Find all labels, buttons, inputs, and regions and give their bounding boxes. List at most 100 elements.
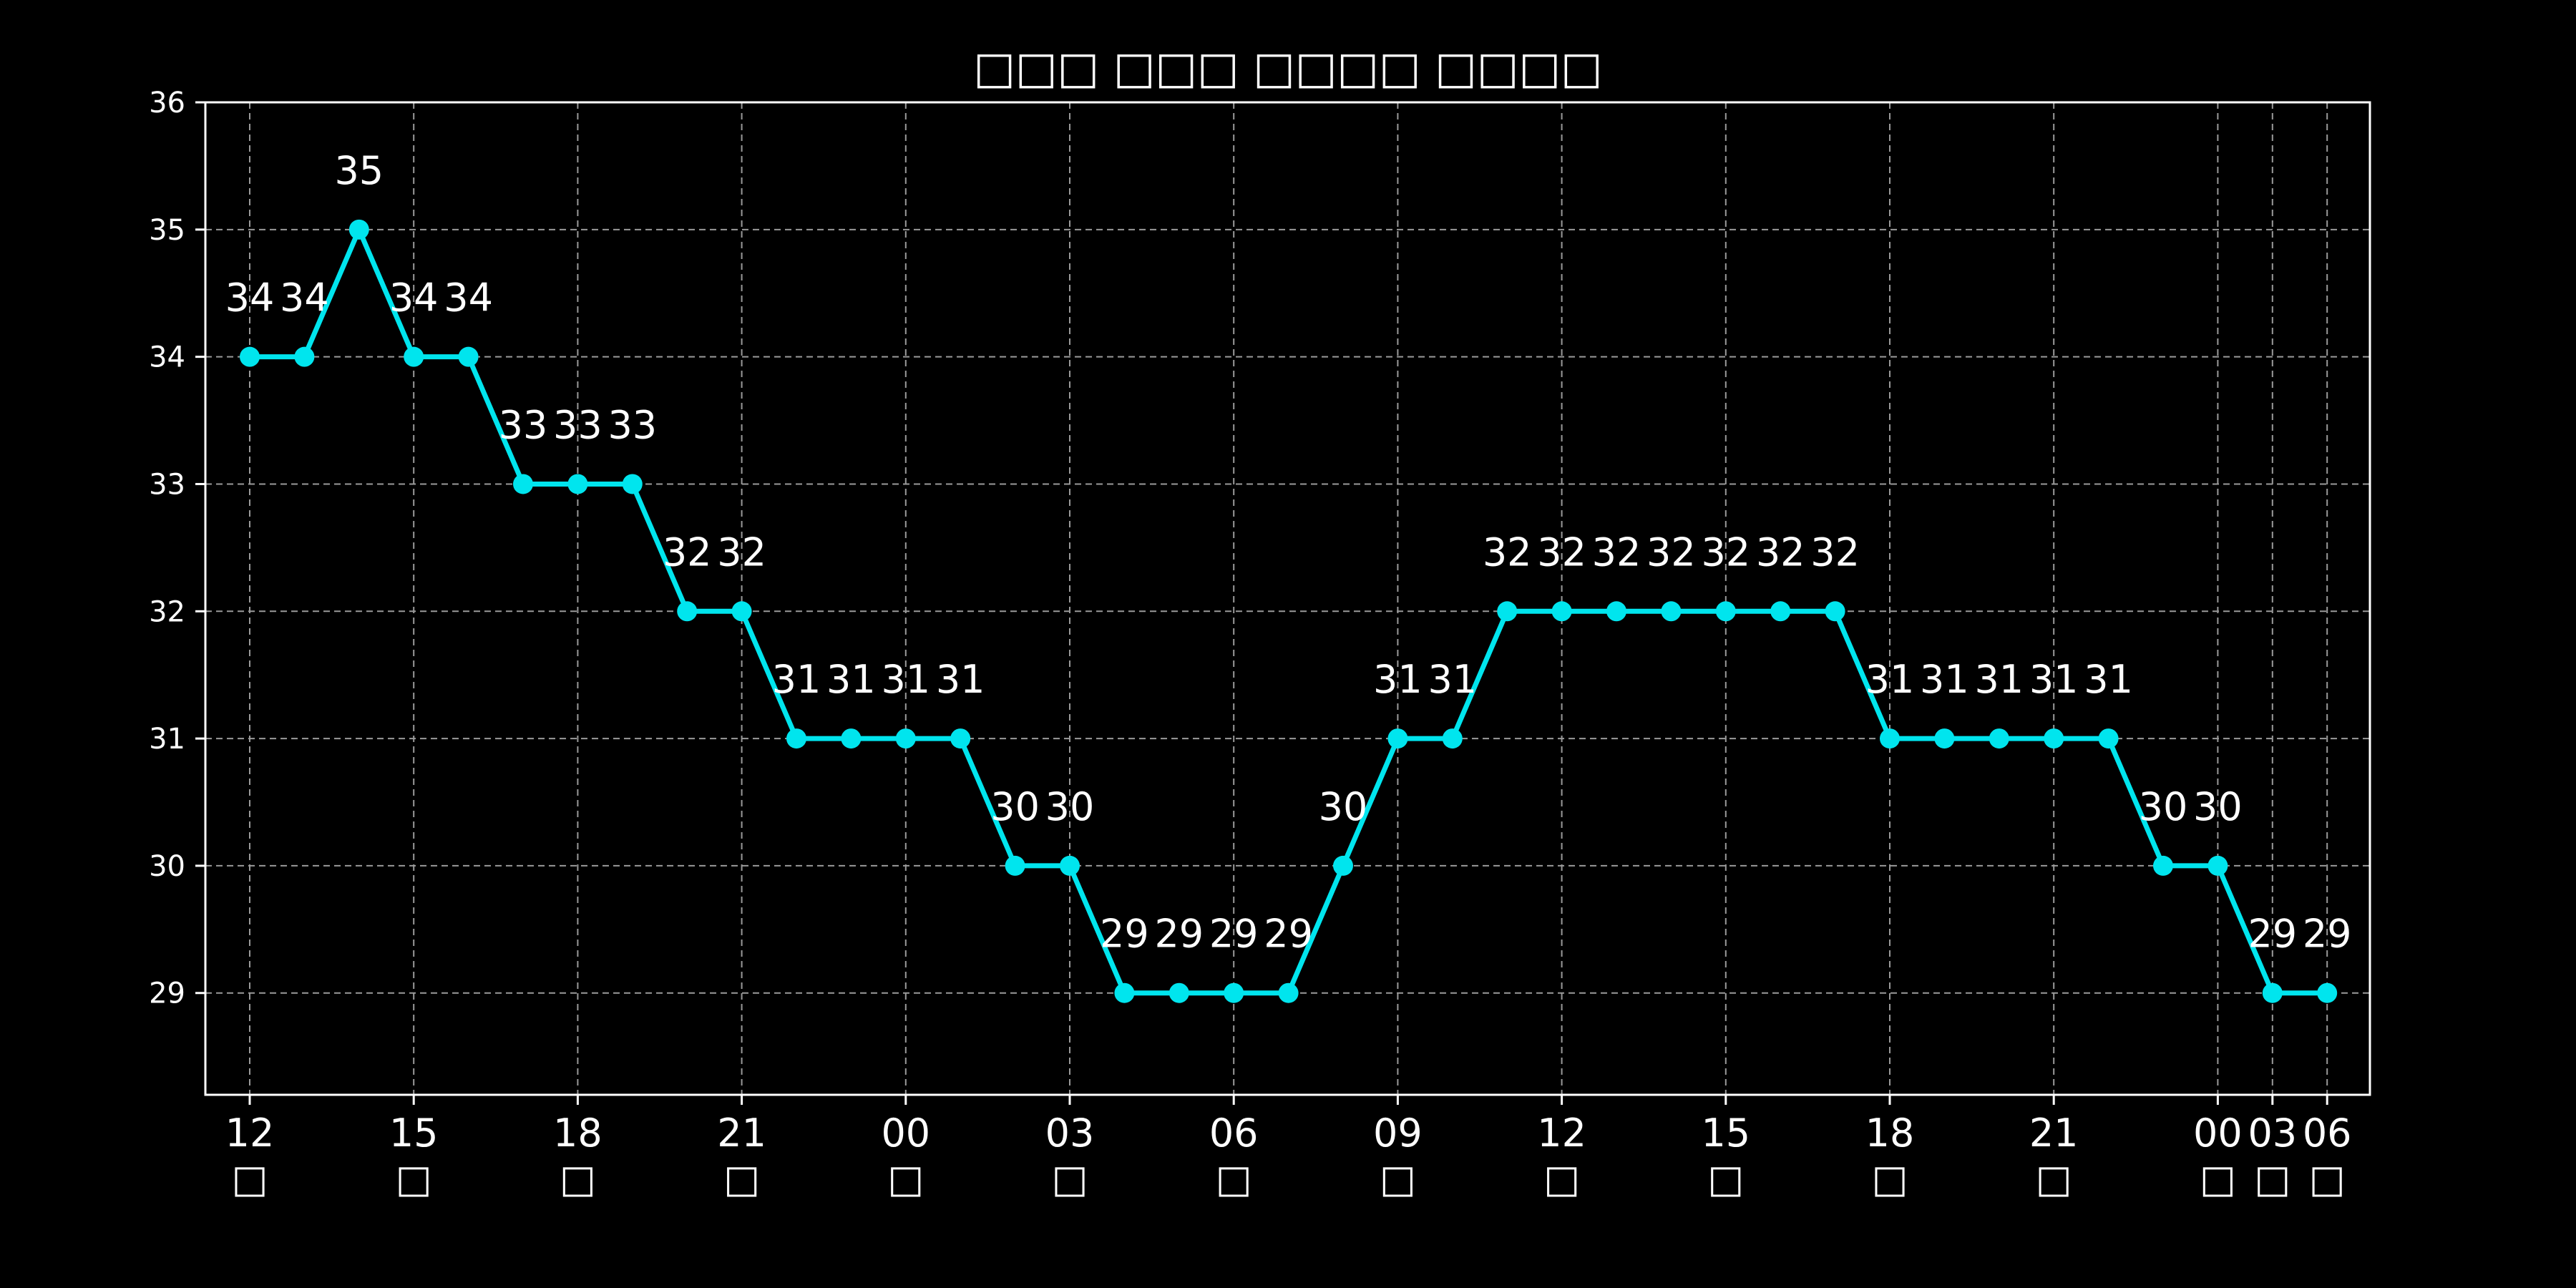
data-label: 34 [444, 275, 493, 321]
data-point [1169, 982, 1189, 1003]
x-tick-label-hour: 00 [2193, 1111, 2243, 1156]
data-point [458, 346, 479, 367]
data-point [1770, 601, 1791, 622]
x-tick-label-hour: 15 [1701, 1111, 1750, 1156]
data-point [895, 728, 916, 749]
x-tick-label-day: □ [2254, 1156, 2290, 1201]
x-tick-label-day: □ [887, 1156, 924, 1201]
axes: 293031323334353612□15□18□21□00□03□06□09□… [149, 87, 2371, 1201]
data-label: 31 [1865, 657, 1915, 702]
data-point [348, 219, 369, 240]
data-label: 31 [1373, 657, 1423, 702]
x-tick-label-day: □ [396, 1156, 432, 1201]
data-point [1060, 855, 1080, 876]
data-label: 30 [1319, 784, 1368, 829]
data-label: 29 [1100, 912, 1149, 957]
y-tick-label: 32 [149, 595, 185, 628]
y-tick-label: 36 [149, 87, 185, 119]
data-label: 31 [936, 657, 985, 702]
data-label: 29 [2303, 912, 2352, 957]
x-tick-label-day: □ [560, 1156, 596, 1201]
data-point [1005, 855, 1025, 876]
data-point [294, 346, 315, 367]
data-label: 32 [1592, 530, 1641, 575]
data-point [1989, 728, 2009, 749]
data-label: 33 [499, 402, 548, 447]
data-point [1825, 601, 1845, 622]
data-point [731, 601, 752, 622]
x-tick-label-hour: 18 [1865, 1111, 1915, 1156]
y-tick-label: 35 [149, 214, 185, 247]
x-tick-label-day: □ [2200, 1156, 2236, 1201]
x-tick-label-day: □ [2036, 1156, 2072, 1201]
data-point [2317, 982, 2338, 1003]
x-tick-label-hour: 12 [1537, 1111, 1586, 1156]
data-point [2262, 982, 2283, 1003]
x-tick-label-day: □ [231, 1156, 268, 1201]
data-label: 32 [1701, 530, 1750, 575]
data-label: 31 [1974, 657, 2024, 702]
data-label: 32 [663, 530, 712, 575]
data-label: 31 [1920, 657, 1969, 702]
data-point [513, 474, 533, 494]
data-label: 29 [1154, 912, 1204, 957]
x-tick-label-day: □ [1051, 1156, 1088, 1201]
data-point [841, 728, 862, 749]
x-tick-label-day: □ [1380, 1156, 1416, 1201]
data-label: 29 [1264, 912, 1313, 957]
data-label: 29 [1209, 912, 1259, 957]
y-tick-label: 34 [149, 341, 185, 374]
data-point [1661, 601, 1682, 622]
data-point [1551, 601, 1572, 622]
data-label: 35 [334, 148, 384, 193]
chart-title: □□□ □□□ □□□□ □□□□ [973, 42, 1602, 94]
data-point [1497, 601, 1518, 622]
data-point [2207, 855, 2228, 876]
x-tick-label-day: □ [2309, 1156, 2346, 1201]
data-point [1715, 601, 1736, 622]
y-tick-label: 31 [149, 723, 185, 756]
y-tick-label: 29 [149, 977, 185, 1010]
data-label: 32 [1646, 530, 1696, 575]
data-label: 30 [1045, 784, 1095, 829]
data-label: 31 [2029, 657, 2079, 702]
data-label: 30 [2193, 784, 2243, 829]
data-label: 31 [881, 657, 930, 702]
x-tick-label-hour: 12 [225, 1111, 275, 1156]
data-label: 32 [1483, 530, 1532, 575]
data-point [2098, 728, 2119, 749]
data-label: 32 [717, 530, 766, 575]
data-label: 31 [1428, 657, 1477, 702]
data-point [1442, 728, 1463, 749]
data-point [1934, 728, 1955, 749]
x-tick-label-hour: 18 [553, 1111, 602, 1156]
x-tick-label-hour: 03 [1045, 1111, 1095, 1156]
data-point [1606, 601, 1626, 622]
data-label: 32 [1537, 530, 1586, 575]
data-point [1333, 855, 1353, 876]
x-tick-label-hour: 06 [1209, 1111, 1259, 1156]
x-tick-label-hour: 06 [2303, 1111, 2352, 1156]
data-label: 30 [2139, 784, 2188, 829]
data-point [567, 474, 588, 494]
data-point [1224, 982, 1244, 1003]
series-temperature [240, 219, 2338, 1003]
x-tick-label-day: □ [1216, 1156, 1252, 1201]
x-tick-label-hour: 09 [1373, 1111, 1423, 1156]
data-point [950, 728, 971, 749]
plot-frame [204, 101, 2371, 1096]
data-label: 31 [772, 657, 821, 702]
data-label: 34 [225, 275, 275, 321]
x-tick-label-hour: 21 [717, 1111, 766, 1156]
data-label: 32 [1756, 530, 1805, 575]
data-point [1114, 982, 1135, 1003]
data-label: 31 [826, 657, 876, 702]
x-tick-label-day: □ [723, 1156, 760, 1201]
data-point [2044, 728, 2064, 749]
data-point [404, 346, 424, 367]
data-point [1880, 728, 1900, 749]
data-label: 33 [608, 402, 657, 447]
